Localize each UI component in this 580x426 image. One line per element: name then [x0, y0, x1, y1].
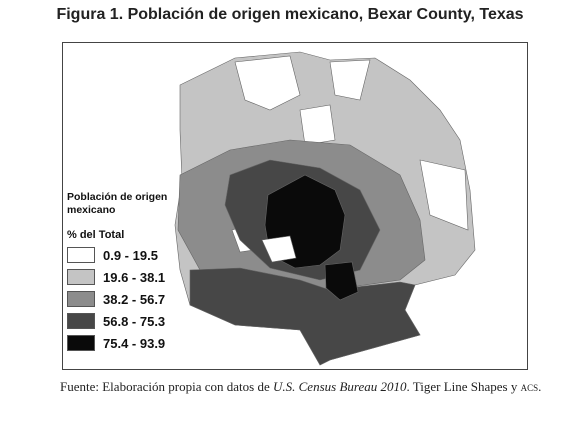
- legend-swatch: [67, 335, 95, 351]
- tract-region: [419, 159, 469, 231]
- source-text: Fuente: Elaboración propia con datos de: [60, 379, 273, 394]
- legend-swatch: [67, 247, 95, 263]
- legend: Población de origen mexicano % del Total…: [67, 191, 187, 351]
- tract-region: [329, 59, 371, 101]
- map: [174, 51, 476, 366]
- legend-entry: 19.6 - 38.1: [67, 269, 187, 285]
- legend-subtitle: % del Total: [67, 229, 125, 241]
- legend-swatch: [67, 269, 95, 285]
- tract-region: [189, 267, 421, 366]
- tract-region: [234, 55, 301, 111]
- legend-label: 38.2 - 56.7: [103, 291, 166, 307]
- map-frame: Población de origen mexicano % del Total…: [62, 42, 528, 370]
- legend-label: 75.4 - 93.9: [103, 335, 166, 351]
- tract-region: [324, 261, 359, 301]
- source-smallcaps: ACS: [520, 379, 539, 394]
- legend-entry: 56.8 - 75.3: [67, 313, 187, 329]
- legend-entry: 38.2 - 56.7: [67, 291, 187, 307]
- figure-title: Figura 1. Población de origen mexicano, …: [56, 6, 524, 23]
- source-text: .: [538, 379, 542, 394]
- tract-region: [261, 235, 297, 263]
- legend-label: 56.8 - 75.3: [103, 313, 166, 329]
- source-note: Fuente: Elaboración propia con datos de …: [60, 378, 550, 396]
- legend-entry: 75.4 - 93.9: [67, 335, 187, 351]
- legend-label: 0.9 - 19.5: [103, 247, 158, 263]
- legend-swatch: [67, 291, 95, 307]
- tract-region: [299, 104, 336, 146]
- legend-swatch: [67, 313, 95, 329]
- source-italic: U.S. Census Bureau 2010: [273, 379, 407, 394]
- legend-entries: 0.9 - 19.5 19.6 - 38.1 38.2 - 56.7 56.8 - 7…: [67, 247, 187, 351]
- legend-label: 19.6 - 38.1: [103, 269, 166, 285]
- source-text: . Tiger Line Shapes y: [406, 379, 521, 394]
- legend-title: Población de origen mexicano: [67, 191, 168, 216]
- legend-entry: 0.9 - 19.5: [67, 247, 187, 263]
